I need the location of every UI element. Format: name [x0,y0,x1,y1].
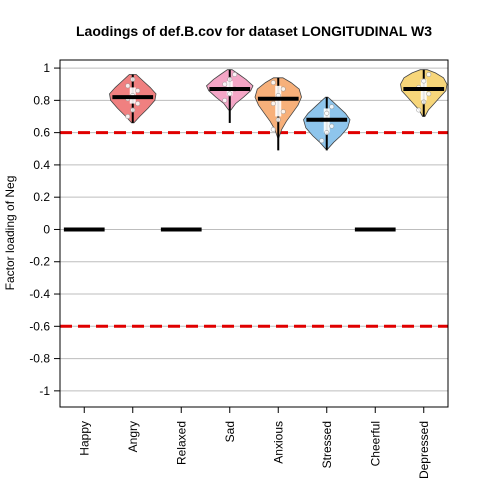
data-point [227,91,233,97]
chart-title: Laodings of def.B.cov for dataset LONGIT… [76,23,432,39]
data-point [319,138,325,144]
data-point [270,126,276,132]
y-tick-label: -0.4 [29,287,50,301]
data-point [222,97,228,103]
x-axis: Happy Angry Relaxed Sad Anxious Stressed Cheer… [77,407,431,479]
data-point [329,123,335,129]
y-axis: 1 0.8 0.6 0.4 0.2 0 -0.2 -0.4 -0.6 -0.8 -1 [29,61,60,398]
violin-anxious [254,77,302,151]
plot-frame [59,59,449,408]
data-point [125,113,131,119]
x-tick-label: Angry [126,421,140,452]
data-point [324,130,330,136]
x-tick-label: Cheerful [368,421,382,466]
y-tick-label: 0.2 [33,190,50,204]
violin-sad [206,69,254,123]
x-tick-label: Depressed [417,421,431,479]
y-tick-label: 0 [43,222,50,236]
data-point [130,76,136,82]
data-point [130,107,136,113]
data-point [275,117,281,123]
y-axis-label: Factor loading of Neg [3,176,17,291]
y-tick-label: 0.8 [33,93,50,107]
x-tick-label: Happy [77,421,91,456]
data-point [280,109,286,115]
threshold-layer [60,131,448,328]
x-tick-label: Sad [223,421,237,442]
data-point [227,76,233,82]
x-tick-label: Anxious [271,421,285,464]
data-point [416,107,422,113]
data-point [324,110,330,116]
data-point [280,86,286,92]
y-tick-label: -0.2 [29,255,50,269]
y-tick-label: 0.4 [33,158,50,172]
y-tick-label: -0.8 [29,352,50,366]
y-tick-label: 1 [43,61,50,75]
y-tick-label: 0.6 [33,126,50,140]
data-point [135,101,141,107]
data-point [421,99,427,105]
data-point [125,83,131,89]
violin-depressed [400,69,448,117]
x-tick-label: Stressed [320,421,334,468]
data-point [222,81,228,87]
data-point [270,80,276,86]
violin-layer [109,69,448,151]
y-tick-label: -1 [39,384,50,398]
x-tick-label: Relaxed [174,421,188,465]
data-point [426,91,432,97]
data-point [329,104,335,110]
data-point [232,72,238,78]
data-point [270,101,276,107]
violin-stressed [303,96,351,151]
data-point [426,72,432,78]
data-point [135,88,141,94]
violin-iqr-box [275,85,282,117]
median-layer [63,87,445,232]
y-tick-label: -0.6 [29,319,50,333]
data-point [421,78,427,84]
